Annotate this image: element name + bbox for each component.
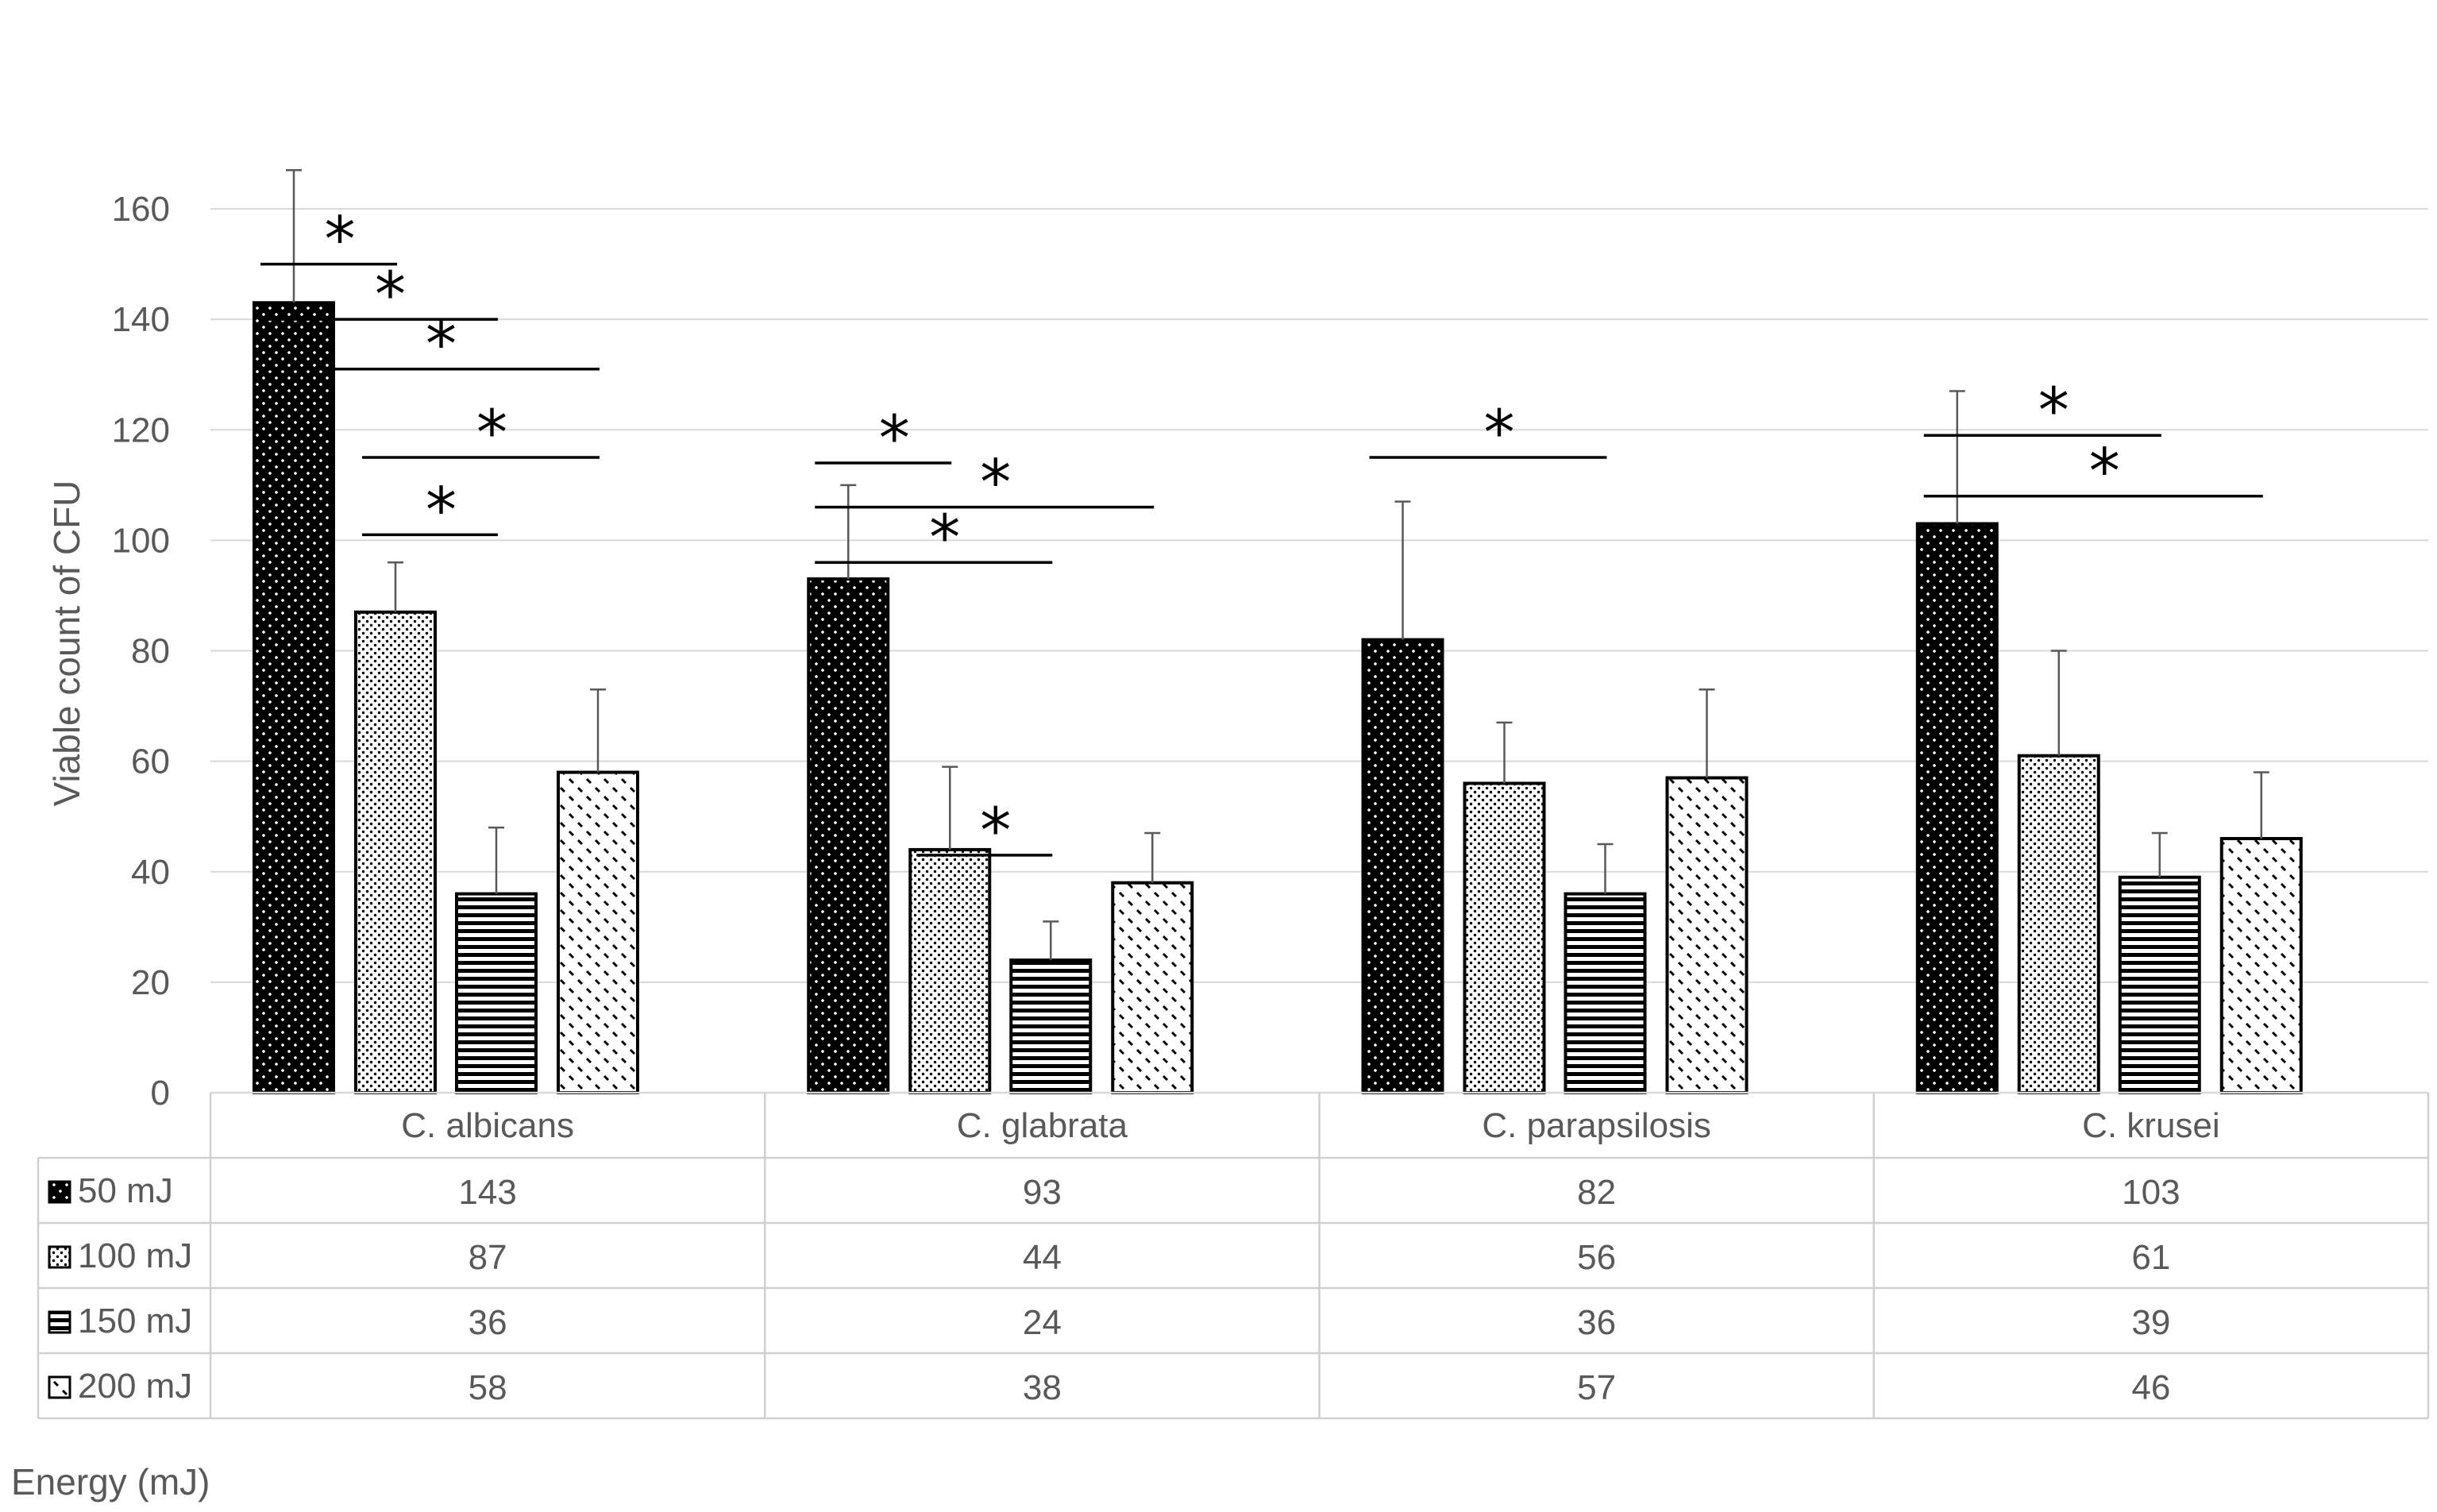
table-cell-value: 93	[1023, 1173, 1062, 1212]
significance-star: *	[426, 310, 457, 381]
y-tick-label: 20	[131, 963, 170, 1002]
bar-50-mJ-C-parapsilosis	[1361, 638, 1444, 1094]
legend-swatch	[48, 1180, 71, 1204]
bar-50-mJ-C-krusei	[1915, 522, 1999, 1094]
legend-swatch	[48, 1375, 71, 1399]
table-cell-value: 87	[469, 1238, 507, 1277]
significance-star: *	[1484, 398, 1515, 469]
bar-100-mJ-C-parapsilosis	[1463, 781, 1546, 1094]
bar-100-mJ-C-glabrata	[908, 847, 992, 1095]
bar-50-mJ-C-albicans	[253, 301, 335, 1095]
table-cell-value: 36	[1577, 1303, 1616, 1342]
table-cell-value: 44	[1023, 1238, 1062, 1277]
y-tick-label: 100	[112, 521, 170, 560]
legend-label: 50 mJ	[78, 1171, 173, 1210]
significance-star: *	[2038, 376, 2069, 447]
y-tick-label: 120	[112, 411, 170, 449]
significance-star: *	[980, 796, 1011, 867]
bar-200-mJ-C-glabrata	[1111, 881, 1194, 1094]
bar-150-mJ-C-parapsilosis	[1564, 892, 1647, 1094]
table-cell-value: 38	[1023, 1368, 1062, 1407]
bar-50-mJ-C-glabrata	[807, 577, 890, 1094]
table-cell-value: 46	[2131, 1368, 2170, 1407]
category-label: C. parapsilosis	[1482, 1106, 1711, 1145]
bar-150-mJ-C-krusei	[2118, 875, 2201, 1095]
table-cell-value: 82	[1577, 1173, 1616, 1212]
y-tick-label: 40	[131, 853, 170, 892]
bar-150-mJ-C-albicans	[455, 892, 538, 1094]
bar-200-mJ-C-parapsilosis	[1665, 776, 1749, 1095]
bar-200-mJ-C-albicans	[557, 770, 639, 1094]
legend-swatch	[48, 1245, 71, 1269]
significance-star: *	[476, 398, 507, 469]
y-axis-title: Viable count of CFU	[46, 480, 87, 807]
bar-200-mJ-C-krusei	[2219, 837, 2303, 1094]
legend-label: 100 mJ	[78, 1236, 192, 1275]
table-cell-value: 58	[469, 1368, 507, 1407]
significance-star: *	[879, 403, 910, 475]
table-cell-value: 57	[1577, 1368, 1616, 1407]
table-cell-value: 39	[2131, 1303, 2170, 1342]
table-cell-value: 143	[458, 1173, 516, 1212]
significance-star: *	[980, 448, 1011, 519]
table-cell-value: 61	[2131, 1238, 2170, 1277]
category-label: C. glabrata	[957, 1106, 1128, 1145]
significance-star: *	[325, 205, 356, 276]
y-tick-label: 140	[112, 300, 170, 339]
category-label: C. krusei	[2082, 1106, 2220, 1145]
table-cell-value: 24	[1023, 1303, 1062, 1342]
table-cell-value: 36	[469, 1303, 507, 1342]
y-tick-label: 0	[151, 1074, 170, 1113]
table-cell-value: 56	[1577, 1238, 1616, 1277]
bar-150-mJ-C-glabrata	[1009, 958, 1093, 1095]
bar-100-mJ-C-krusei	[2017, 754, 2100, 1094]
bar-100-mJ-C-albicans	[354, 610, 437, 1094]
significance-star: *	[375, 260, 406, 331]
category-label: C. albicans	[401, 1106, 574, 1145]
legend-swatch	[48, 1310, 71, 1334]
y-tick-label: 80	[131, 632, 170, 671]
significance-star: *	[2089, 437, 2120, 508]
significance-star: *	[426, 475, 457, 546]
legend-label: 200 mJ	[78, 1367, 192, 1406]
x-axis-title: Energy (mJ)	[11, 1461, 210, 1502]
table-cell-value: 103	[2122, 1173, 2180, 1212]
legend-label: 150 mJ	[78, 1302, 192, 1340]
y-tick-label: 60	[131, 742, 170, 781]
significance-star: *	[929, 503, 960, 574]
y-tick-label: 160	[112, 190, 170, 229]
